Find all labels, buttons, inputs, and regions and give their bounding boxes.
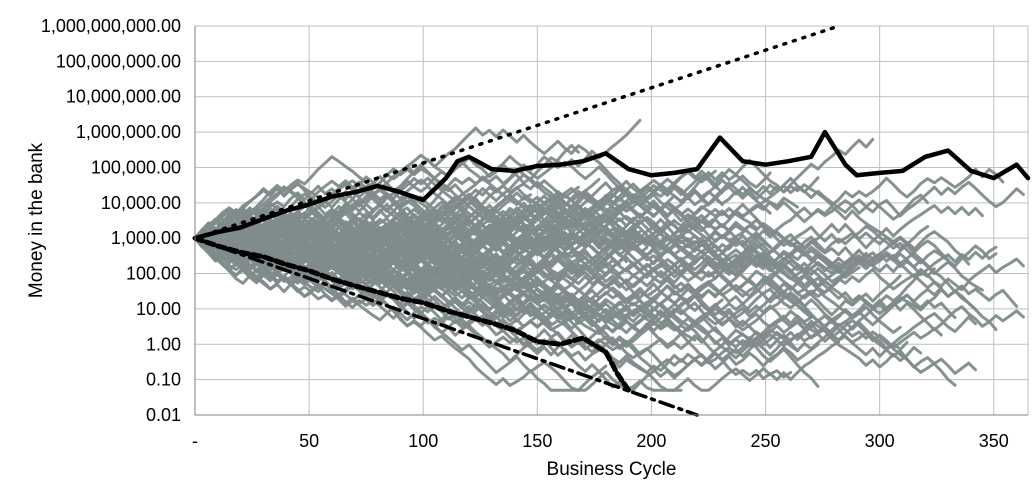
x-axis-title: Business Cycle	[547, 459, 677, 480]
axes	[194, 26, 1028, 416]
simulation-path	[193, 214, 943, 350]
y-tick-label: 100,000,000.00	[56, 51, 181, 71]
series-dashed-line	[192, 235, 632, 393]
y-tick-label: 10.00	[136, 299, 181, 319]
x-tick-label: 250	[751, 431, 781, 451]
simulation-path	[193, 210, 957, 332]
simulation-path	[193, 236, 745, 334]
y-tick-label: 100,000.00	[91, 157, 181, 177]
highlight-series	[192, 25, 1031, 417]
y-tick-label: 1,000,000,000.00	[41, 16, 181, 36]
y-tick-label: 100.00	[126, 264, 181, 284]
simulation-path	[193, 220, 943, 350]
simulation-path	[193, 176, 820, 262]
x-tick-label: 150	[522, 431, 552, 451]
x-tick-label: 200	[636, 431, 666, 451]
y-axis-title: Money in the bank	[26, 142, 47, 298]
x-tick-label: 300	[865, 431, 895, 451]
simulation-path	[193, 226, 820, 388]
simulation-paths	[193, 118, 1025, 392]
simulation-path	[193, 180, 984, 250]
tick-labels: 0.01 0.10 1.00 10.00 100.00 1,000.00 10,000.00…	[41, 16, 1009, 451]
series-solid-line	[192, 129, 1031, 241]
x-tick-label: 350	[979, 431, 1009, 451]
simulation-path	[193, 236, 936, 336]
y-tick-label: 1.00	[146, 334, 181, 354]
y-tick-label: 10,000,000.00	[66, 87, 181, 107]
x-tick-label: 100	[408, 431, 438, 451]
simulation-path	[193, 181, 642, 248]
x-tick-label: 50	[299, 431, 319, 451]
y-tick-label: 1,000.00	[111, 228, 181, 248]
y-tick-label: 1,000,000.00	[76, 122, 181, 142]
y-tick-label: 0.10	[146, 370, 181, 390]
simulation-path	[193, 234, 998, 331]
y-tick-label: 10,000.00	[101, 193, 181, 213]
simulation-path	[193, 171, 772, 240]
series-dash-dot-line	[193, 236, 699, 417]
series-dotted-line	[193, 25, 836, 240]
x-tick-label: -	[192, 431, 198, 451]
y-tick-label: 0.01	[146, 405, 181, 425]
simulation-path	[193, 230, 1025, 332]
